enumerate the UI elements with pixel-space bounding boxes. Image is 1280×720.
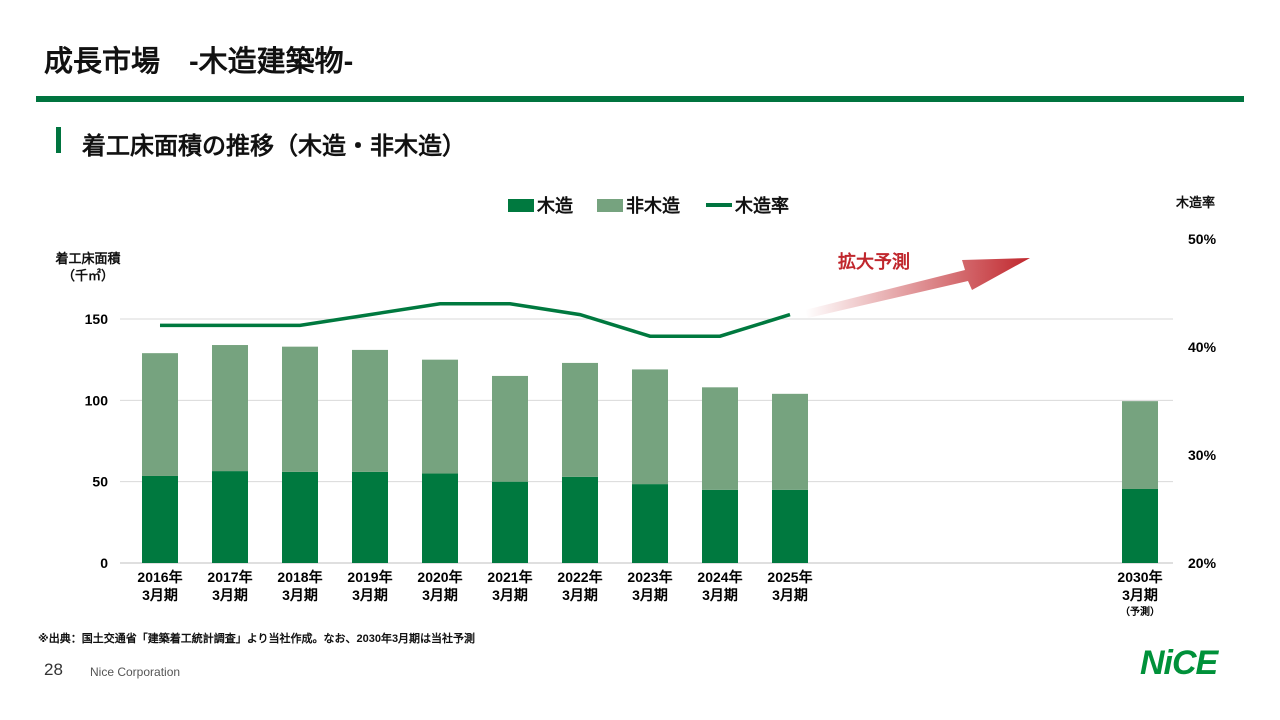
y-tick-label: 150 [85, 311, 109, 327]
ratio-line [160, 302, 791, 338]
bar-nonwood [282, 346, 318, 472]
x-tick-period: 3月期 [632, 587, 668, 603]
legend-nonwood-label: 非木造 [626, 196, 680, 216]
legend-nonwood: 非木造 [597, 192, 680, 218]
source-note: ※出典：国土交通省「建築着工統計調査」より当社作成。なお、2030年3月期は当社… [38, 633, 476, 645]
x-tick-year: 2030年 [1117, 569, 1162, 585]
bar-wood [772, 489, 808, 563]
x-tick-year: 2023年 [627, 569, 672, 585]
bar-wood [1122, 488, 1158, 563]
chart-subtitle: 着工床面積の推移（木造・非木造） [82, 133, 466, 160]
forecast-annotation: 拡大予測 [838, 251, 910, 272]
x-tick-year: 2018年 [277, 569, 322, 585]
bar-wood [352, 471, 388, 563]
bar-wood [212, 471, 248, 563]
bar-wood [632, 484, 668, 563]
x-tick-year: 2025年 [767, 569, 812, 585]
legend-wood-label: 木造 [537, 196, 573, 216]
bar-nonwood [422, 359, 458, 474]
bar-nonwood [632, 369, 668, 485]
y-tick-label: 50 [92, 474, 108, 490]
bar-nonwood [142, 353, 178, 476]
x-tick-period: 3月期 [772, 587, 808, 603]
y2-tick-label: 30% [1188, 447, 1217, 463]
bar-wood [282, 471, 318, 563]
bar-wood [142, 475, 178, 563]
forecast-arrow [805, 258, 1030, 318]
bar-nonwood [352, 349, 388, 472]
y2-axis-label: 木造率 [1176, 195, 1216, 210]
subtitle-marker [56, 127, 61, 153]
bar-nonwood [492, 375, 528, 482]
y2-tick-label: 20% [1188, 555, 1217, 571]
x-tick-period: 3月期 [1122, 587, 1158, 603]
x-tick-year: 2020年 [417, 569, 462, 585]
bar-wood [562, 476, 598, 563]
x-tick-year: 2021年 [487, 569, 532, 585]
bar-wood [702, 489, 738, 563]
legend-ratio-label: 木造率 [735, 196, 789, 216]
x-tick-year: 2016年 [137, 569, 182, 585]
y-tick-label: 0 [100, 555, 108, 571]
y2-tick-label: 40% [1188, 339, 1217, 355]
x-tick-year: 2019年 [347, 569, 392, 585]
bar-nonwood [212, 345, 248, 472]
legend-ratio: 木造率 [706, 192, 789, 218]
y2-tick-label: 50% [1188, 231, 1217, 247]
bar-wood [492, 481, 528, 563]
x-tick-period: 3月期 [562, 587, 598, 603]
company-name: Nice Corporation [90, 665, 181, 679]
bar-nonwood [772, 393, 808, 490]
x-tick-period: 3月期 [282, 587, 318, 603]
page-number: 28 [44, 660, 63, 679]
company-logo: NiCE [1140, 644, 1218, 682]
x-tick-period: 3月期 [352, 587, 388, 603]
bar-nonwood [702, 387, 738, 490]
bar-nonwood [1122, 401, 1158, 489]
x-tick-period: 3月期 [702, 587, 738, 603]
legend-wood: 木造 [508, 192, 573, 218]
x-tick-period: 3月期 [142, 587, 178, 603]
title-divider [36, 96, 1244, 102]
page-title: 成長市場 -木造建築物- [44, 46, 354, 78]
bar-nonwood [562, 362, 598, 477]
x-tick-year: 2022年 [557, 569, 602, 585]
x-tick-period: 3月期 [492, 587, 528, 603]
x-tick-period: 3月期 [422, 587, 458, 603]
bar-wood [422, 473, 458, 563]
x-tick-year: 2017年 [207, 569, 252, 585]
x-tick-period: 3月期 [212, 587, 248, 603]
y-axis-label: 着工床面積（千㎡） [55, 251, 121, 283]
y-tick-label: 100 [85, 392, 109, 408]
x-tick-note: （予測） [1120, 605, 1160, 618]
x-tick-year: 2024年 [697, 569, 742, 585]
